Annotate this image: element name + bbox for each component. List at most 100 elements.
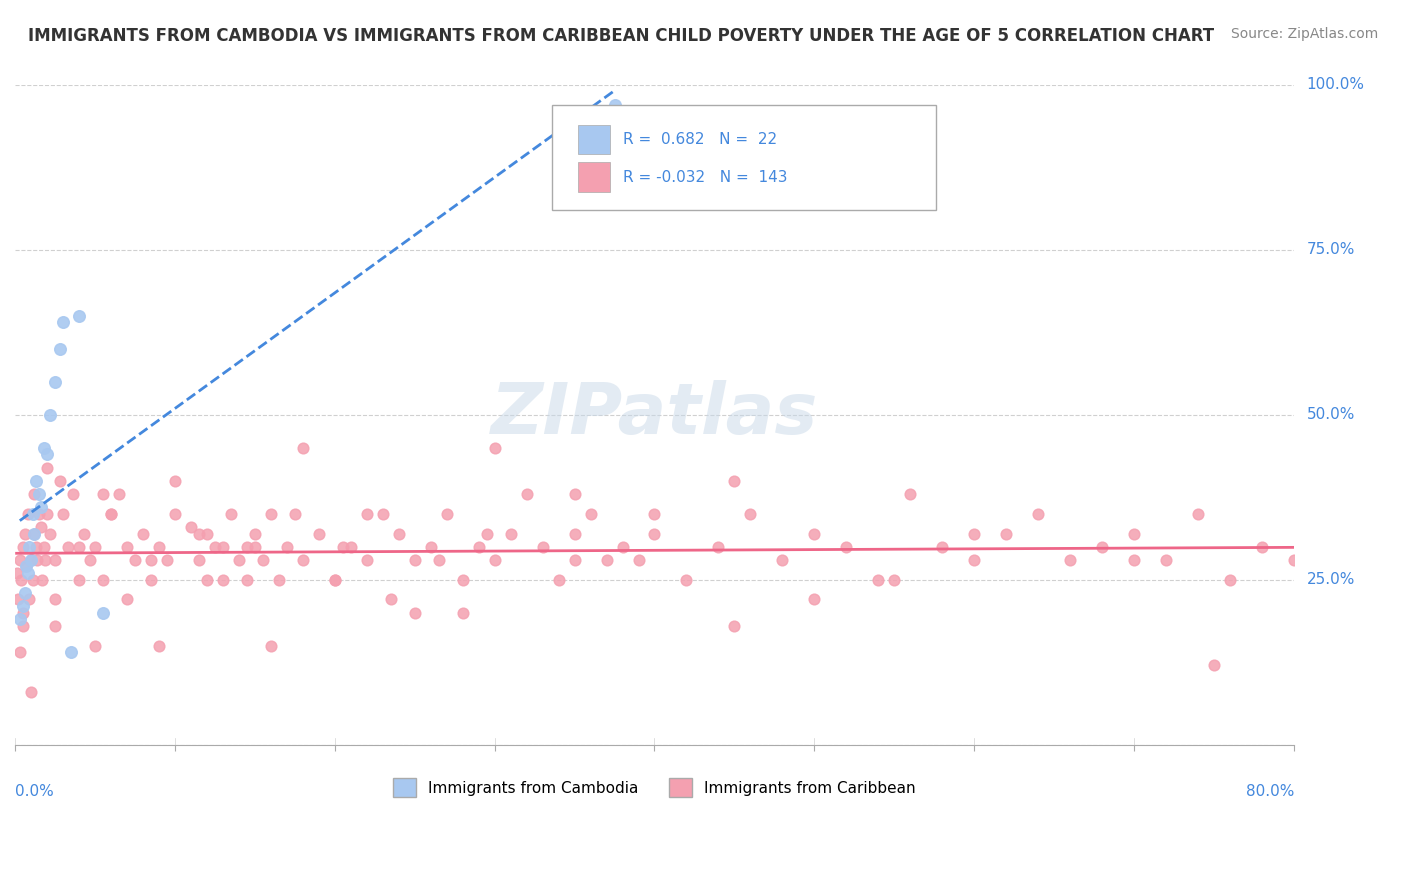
Point — [15, 559, 38, 574]
Point — [13, 586, 35, 600]
Point — [27, 553, 49, 567]
Point — [323, 573, 346, 587]
Point — [84, 639, 107, 653]
Point — [564, 526, 586, 541]
Point — [84, 540, 107, 554]
Point — [211, 573, 233, 587]
Point — [1154, 553, 1177, 567]
Point — [34, 553, 56, 567]
Point — [39, 526, 62, 541]
Point — [332, 540, 354, 554]
FancyBboxPatch shape — [578, 125, 610, 154]
Point — [1282, 553, 1305, 567]
Text: 80.0%: 80.0% — [1246, 784, 1294, 799]
Point — [115, 540, 138, 554]
Point — [100, 507, 122, 521]
Point — [195, 573, 218, 587]
Point — [28, 507, 51, 521]
FancyBboxPatch shape — [578, 162, 610, 192]
Point — [11, 599, 34, 613]
Point — [28, 487, 51, 501]
Point — [148, 540, 170, 554]
Point — [236, 573, 259, 587]
Point — [404, 606, 426, 620]
Point — [52, 315, 75, 329]
Point — [211, 540, 233, 554]
Point — [803, 526, 825, 541]
Point — [35, 460, 58, 475]
Point — [44, 553, 66, 567]
Point — [39, 408, 62, 422]
Point — [21, 573, 44, 587]
Point — [995, 526, 1018, 541]
Point — [963, 526, 986, 541]
Point — [1187, 507, 1209, 521]
Point — [1123, 553, 1146, 567]
Point — [91, 606, 114, 620]
Point — [17, 566, 39, 580]
Point — [931, 540, 953, 554]
Point — [643, 526, 665, 541]
Point — [564, 553, 586, 567]
Point — [243, 540, 266, 554]
Point — [11, 606, 34, 620]
Point — [723, 474, 745, 488]
Point — [20, 685, 42, 699]
Point — [284, 507, 307, 521]
Point — [67, 573, 90, 587]
Point — [100, 507, 122, 521]
Point — [603, 97, 626, 112]
Point — [180, 520, 202, 534]
Text: ZIPatlas: ZIPatlas — [491, 380, 818, 450]
Point — [308, 526, 330, 541]
Point — [52, 507, 75, 521]
Point — [156, 553, 179, 567]
Point — [707, 540, 730, 554]
Text: IMMIGRANTS FROM CAMBODIA VS IMMIGRANTS FROM CARIBBEAN CHILD POVERTY UNDER THE AG: IMMIGRANTS FROM CAMBODIA VS IMMIGRANTS F… — [28, 27, 1215, 45]
Point — [30, 520, 52, 534]
Point — [419, 540, 441, 554]
Point — [531, 540, 554, 554]
Point — [484, 441, 506, 455]
Point — [163, 474, 186, 488]
Point — [388, 526, 411, 541]
Point — [49, 342, 72, 356]
Text: R = -0.032   N =  143: R = -0.032 N = 143 — [623, 169, 787, 185]
Point — [32, 441, 55, 455]
Point — [260, 639, 283, 653]
Point — [24, 540, 46, 554]
Point — [1251, 540, 1274, 554]
Point — [139, 553, 162, 567]
Point — [467, 540, 489, 554]
Point — [868, 573, 890, 587]
Point — [91, 487, 114, 501]
Point — [20, 553, 42, 567]
Point — [8, 612, 31, 626]
Point — [547, 573, 569, 587]
Point — [7, 592, 30, 607]
Point — [17, 507, 39, 521]
Text: R =  0.682   N =  22: R = 0.682 N = 22 — [623, 131, 776, 146]
Point — [236, 540, 259, 554]
Point — [427, 553, 450, 567]
Point — [30, 500, 52, 515]
Point — [124, 553, 146, 567]
Point — [35, 507, 58, 521]
Point — [56, 540, 79, 554]
Point — [115, 592, 138, 607]
Point — [260, 507, 283, 521]
Legend: Immigrants from Cambodia, Immigrants from Caribbean: Immigrants from Cambodia, Immigrants fro… — [387, 772, 922, 803]
Point — [499, 526, 522, 541]
Point — [163, 507, 186, 521]
Point — [1059, 553, 1081, 567]
Point — [187, 553, 209, 567]
Point — [195, 526, 218, 541]
Point — [219, 507, 242, 521]
Point — [675, 573, 697, 587]
Point — [356, 553, 378, 567]
Point — [22, 487, 45, 501]
Point — [79, 553, 101, 567]
Point — [18, 592, 41, 607]
Point — [11, 619, 34, 633]
Point — [15, 559, 38, 574]
